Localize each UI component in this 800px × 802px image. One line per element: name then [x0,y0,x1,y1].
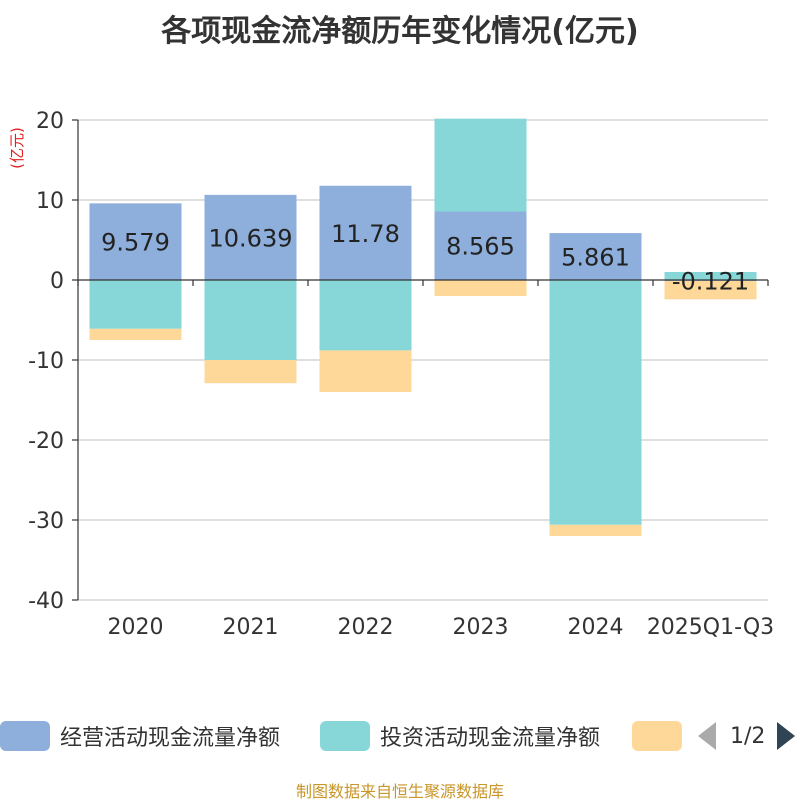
x-tick-label: 2022 [338,615,394,640]
bar-segment-series-2[interactable] [89,328,182,340]
chart-plot: 20 10 0 -10 -20 -30 -40 2020 2021 2022 2023 2024 202… [8,109,774,640]
y-tick-label: -20 [28,429,64,454]
x-tick-label: 2025Q1-Q3 [647,615,774,640]
bar-segment-series-0[interactable] [549,233,642,280]
data-label: 5.861 [561,244,630,272]
bar-segment-series-1[interactable] [664,272,757,280]
axes: 20 10 0 -10 -20 -30 -40 2020 2021 2022 2023 2024 202… [28,109,774,640]
legend-next-arrow-icon[interactable] [777,722,796,750]
legend-item-financing[interactable] [632,716,682,756]
data-label: 9.579 [101,229,170,257]
legend-item-operating[interactable]: 经营活动现金流量净额 [0,716,280,756]
y-tick-label: 20 [36,109,64,134]
data-label: 10.639 [209,224,293,252]
legend: 经营活动现金流量净额 投资活动现金流量净额 1/2 [0,716,800,756]
bar-segment-series-0[interactable] [204,194,297,280]
bar-segment-series-2[interactable] [549,524,642,536]
data-label: 8.565 [446,233,515,261]
x-tick-label: 2021 [223,615,279,640]
bar-segment-series-0[interactable] [434,211,527,280]
y-tick-label: -30 [28,509,64,534]
y-tick-label: 0 [50,269,64,294]
data-label: -0.121 [672,267,749,295]
data-labels: 9.579 10.639 11.78 8.565 5.861 -0.121 [101,220,749,296]
bar-segment-series-1[interactable] [89,280,182,329]
data-source-note: 制图数据来自恒生聚源数据库 [295,782,504,801]
legend-item-investing[interactable]: 投资活动现金流量净额 [320,716,600,756]
bar-segment-series-2[interactable] [664,280,757,300]
x-tick-label: 2024 [568,615,624,640]
legend-prev-arrow-icon[interactable] [698,722,716,750]
legend-label-investing: 投资活动现金流量净额 [380,726,601,751]
legend-swatch-investing [320,721,370,751]
x-tick-label: 2023 [453,615,509,640]
chart-title: 各项现金流净额历年变化情况(亿元) [161,14,639,49]
legend-swatch-operating [0,721,50,751]
y-tick-label: 10 [36,189,64,214]
legend-label-operating: 经营活动现金流量净额 [60,726,281,751]
bar-segment-series-2[interactable] [434,280,527,296]
bar-segment-series-2[interactable] [319,350,412,392]
data-label: 11.78 [331,220,400,248]
bar-segment-series-1[interactable] [319,280,412,351]
legend-page-indicator: 1/2 [730,723,766,749]
bar-segment-series-0[interactable] [319,185,412,280]
bar-segment-series-2[interactable] [204,360,297,384]
bar-segment-series-1[interactable] [549,280,642,525]
legend-swatch-financing [632,721,682,751]
bars [89,118,757,536]
y-axis-label: (亿元) [8,127,26,169]
bar-segment-series-0[interactable] [89,203,182,280]
bar-segment-series-1[interactable] [204,280,297,360]
y-tick-label: -10 [28,349,64,374]
bar-segment-series-1[interactable] [434,118,527,212]
legend-pager: 1/2 [698,716,796,756]
x-tick-label: 2020 [108,615,164,640]
grid-lines [78,119,768,601]
y-tick-label: -40 [28,589,64,614]
